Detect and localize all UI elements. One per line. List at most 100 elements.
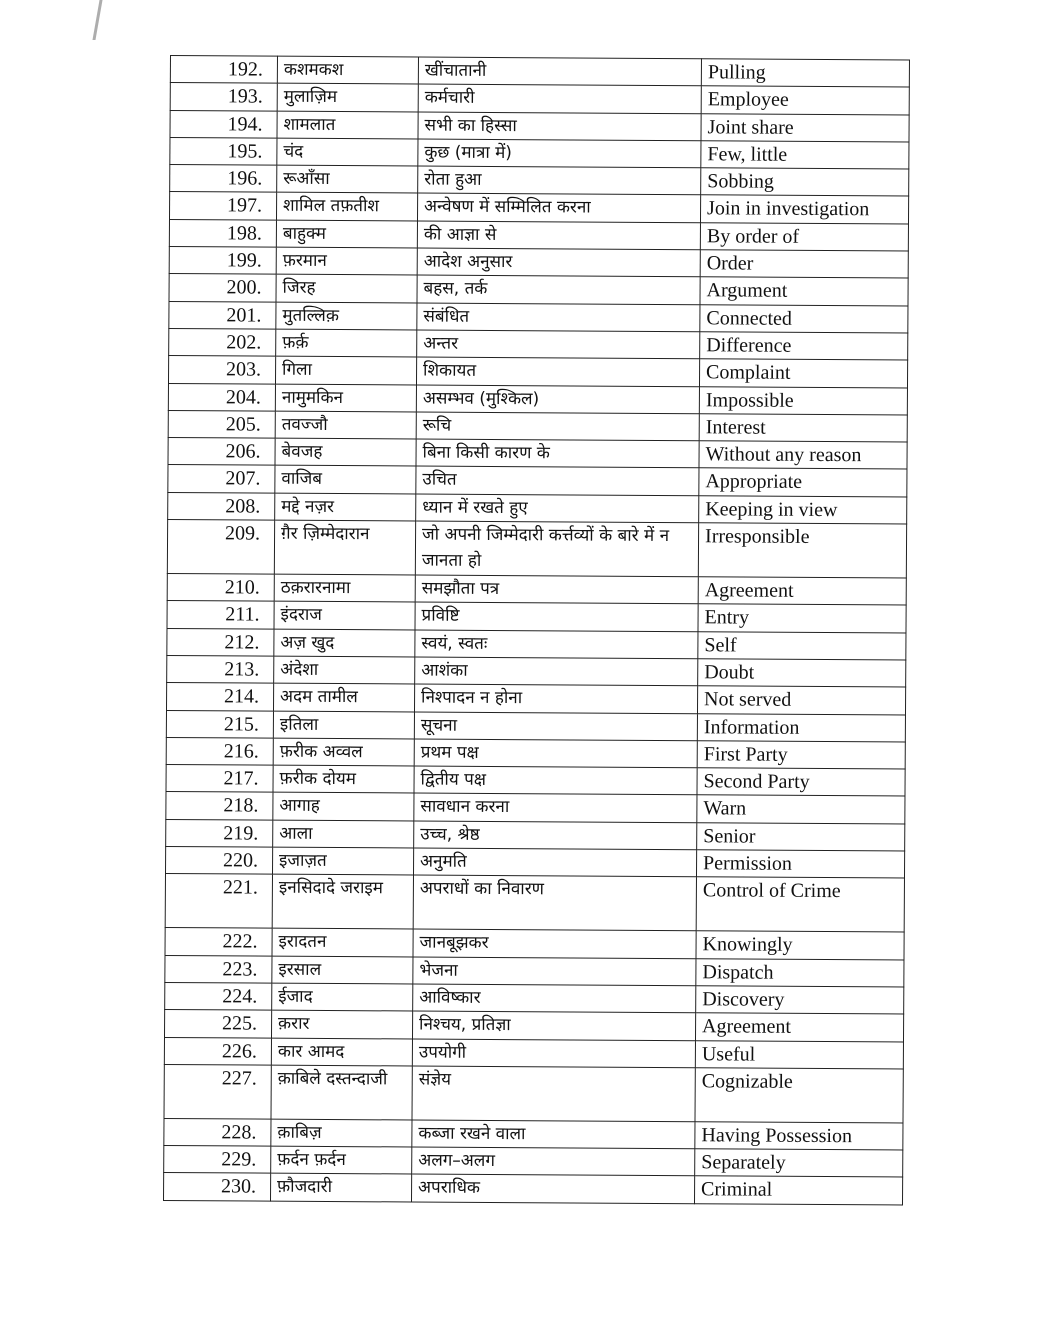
glossary-table: 192. कशमकश खींचातानी Pulling 193. मुलाज़िम कर्… [163, 55, 910, 1205]
hindi-meaning: सावधान करना [413, 793, 697, 823]
english-meaning: Connected [699, 304, 908, 333]
hindi-meaning: की आज्ञा से [417, 220, 701, 250]
row-number: 218. [165, 791, 273, 820]
english-meaning: Doubt [697, 658, 906, 688]
row-number: 212. [166, 628, 274, 657]
row-number: 210. [167, 573, 275, 602]
urdu-word: फ़रमान [276, 247, 418, 276]
urdu-word: फ़र्क़ [275, 329, 417, 358]
hindi-meaning: जो अपनी जिम्मेदारी कर्त्तव्यों के बारे म… [415, 521, 699, 577]
english-meaning: Sobbing [700, 167, 909, 197]
urdu-word: इनसिदादे जराइम [272, 874, 414, 930]
row-number: 219. [165, 819, 273, 848]
urdu-word: बाहुक्म [276, 219, 418, 249]
english-meaning: First Party [697, 740, 906, 770]
urdu-word: अदम तामील [273, 683, 415, 712]
hindi-meaning: अपराधों का निवारण [413, 875, 697, 932]
urdu-word: शामिल तफ़तीश [276, 192, 418, 221]
urdu-word: बेवजह [274, 438, 417, 467]
hindi-meaning: अलग–अलग [411, 1147, 695, 1177]
row-number: 196. [169, 164, 277, 193]
english-meaning: Without any reason [698, 440, 908, 470]
english-meaning: Pulling [701, 58, 910, 88]
row-number: 224. [164, 982, 272, 1011]
urdu-word: मुतल्लिक़ [275, 301, 417, 330]
row-number: 199. [169, 246, 277, 275]
english-meaning: Difference [699, 331, 908, 361]
urdu-word: तवज्जौ [275, 411, 417, 440]
hindi-meaning: सूचना [414, 711, 698, 741]
urdu-word: गिला [275, 356, 417, 385]
urdu-word: मद्दे नज़र [274, 492, 416, 522]
row-number: 226. [164, 1036, 272, 1065]
english-meaning: Warn [696, 795, 905, 824]
english-meaning: Knowingly [695, 931, 905, 960]
row-number: 222. [165, 927, 273, 956]
table-row: 227. क़ाबिले दस्तन्दाजी संज्ञेय Cognizable [164, 1064, 904, 1123]
english-meaning: Dispatch [695, 958, 904, 987]
row-number: 213. [166, 655, 274, 684]
english-meaning: Impossible [699, 386, 908, 415]
row-number: 215. [166, 710, 274, 738]
urdu-word: फ़ौजदारी [270, 1173, 412, 1202]
row-number: 225. [164, 1009, 272, 1038]
urdu-word: फ़रीक अव्वल [273, 737, 415, 767]
hindi-meaning: निश्चय, प्रतिज्ञा [412, 1011, 696, 1041]
english-meaning: Discovery [695, 985, 904, 1015]
english-meaning: Not served [697, 685, 906, 715]
english-meaning: Information [697, 713, 906, 742]
table-row: 230. फ़ौजदारी अपराधिक Criminal [163, 1172, 903, 1205]
urdu-word: कशमकश [277, 56, 419, 85]
hindi-meaning: खींचातानी [418, 57, 702, 87]
english-meaning: Join in investigation [700, 195, 909, 224]
urdu-word: चंद [276, 138, 418, 167]
urdu-word: अंदेशा [273, 656, 415, 685]
hindi-meaning: अपराधिक [411, 1174, 695, 1204]
hindi-meaning: उच्च, श्रेष्ठ [413, 820, 697, 850]
row-number: 202. [168, 328, 276, 357]
english-meaning: Interest [699, 413, 908, 443]
english-meaning: Control of Crime [696, 877, 905, 933]
english-meaning: Permission [696, 849, 905, 879]
english-meaning: Argument [699, 277, 909, 306]
urdu-word: क़ाबिज़ [270, 1118, 413, 1148]
hindi-meaning: समझौता पत्र [415, 575, 699, 605]
urdu-word: नामुमकिन [275, 383, 417, 412]
row-number: 193. [170, 82, 278, 111]
row-number: 229. [163, 1145, 271, 1174]
row-number: 206. [167, 437, 276, 466]
urdu-word: इजाज़त [272, 847, 414, 876]
english-meaning: Order [700, 249, 909, 279]
hindi-meaning: आविष्कार [412, 983, 696, 1013]
row-number: 228. [163, 1118, 272, 1147]
hindi-meaning: प्रथम पक्ष [414, 738, 698, 768]
urdu-word: कार आमद [271, 1037, 413, 1066]
row-number: 211. [166, 600, 275, 629]
row-number: 217. [165, 764, 274, 793]
english-meaning: Criminal [694, 1176, 903, 1205]
hindi-meaning: स्वयं, स्वतः [414, 629, 698, 659]
hindi-meaning: कब्जा रखने वाला [411, 1119, 695, 1149]
english-meaning: Agreement [698, 576, 907, 606]
row-number: 221. [165, 873, 273, 929]
hindi-meaning: द्वितीय पक्ष [413, 766, 698, 796]
hindi-meaning: अन्वेषण में सम्मिलित करना [417, 193, 701, 223]
row-number: 198. [169, 219, 277, 248]
row-number: 205. [168, 410, 276, 439]
english-meaning: Senior [696, 822, 905, 852]
english-meaning: Complaint [699, 359, 908, 388]
hindi-meaning: प्रविष्टि [414, 602, 699, 632]
urdu-word: अज़ खुद [273, 628, 415, 657]
urdu-word: क़रार [271, 1010, 413, 1039]
row-number: 192. [170, 55, 278, 84]
row-number: 197. [169, 191, 277, 220]
row-number: 216. [166, 737, 274, 766]
page-edge-shadow [92, 0, 113, 40]
hindi-meaning: सभी का हिस्सा [417, 111, 702, 141]
hindi-meaning: उचित [415, 466, 699, 496]
row-number: 203. [168, 355, 276, 384]
english-meaning: Useful [695, 1040, 904, 1069]
english-meaning: Agreement [695, 1012, 904, 1042]
urdu-word: ईजाद [271, 983, 413, 1012]
urdu-word: इरसाल [271, 955, 413, 984]
